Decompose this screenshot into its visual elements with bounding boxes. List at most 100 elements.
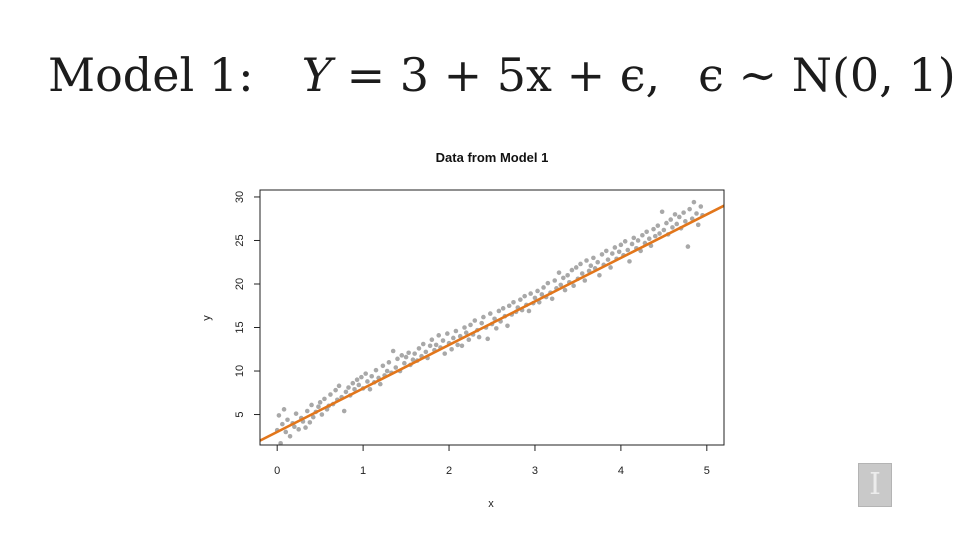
data-point xyxy=(386,360,392,365)
fit-line xyxy=(259,204,725,442)
data-point xyxy=(545,280,551,286)
data-point xyxy=(631,235,637,241)
data-point xyxy=(591,255,596,261)
data-point xyxy=(369,373,375,379)
data-point xyxy=(691,199,697,205)
data-point xyxy=(363,371,368,376)
data-point xyxy=(476,334,482,340)
data-point xyxy=(328,392,333,397)
data-point xyxy=(293,411,299,416)
data-point xyxy=(627,259,632,264)
data-point xyxy=(681,210,686,215)
data-point xyxy=(433,342,439,348)
data-point xyxy=(694,211,699,216)
data-point xyxy=(373,367,379,373)
data-point xyxy=(336,383,342,389)
data-point xyxy=(651,226,656,232)
data-point xyxy=(571,283,576,289)
data-point xyxy=(287,433,293,439)
data-point xyxy=(535,288,540,294)
data-point xyxy=(466,337,472,342)
data-point xyxy=(455,342,460,348)
data-point xyxy=(445,331,450,336)
data-point xyxy=(558,282,564,288)
data-point xyxy=(429,337,435,342)
data-point xyxy=(565,272,570,278)
data-point xyxy=(672,212,678,217)
data-point xyxy=(436,333,442,338)
data-point xyxy=(573,265,579,270)
data-point xyxy=(412,351,417,356)
data-point xyxy=(296,427,301,432)
data-point xyxy=(668,217,674,222)
data-point xyxy=(390,348,396,354)
data-point xyxy=(629,241,635,247)
data-point xyxy=(352,387,357,392)
data-point xyxy=(618,242,624,248)
data-point xyxy=(481,314,486,320)
data-point xyxy=(317,400,323,405)
equation-rhs: = 3 + 5x + ϵ, xyxy=(346,48,661,102)
data-point xyxy=(522,293,527,299)
data-point xyxy=(309,402,314,408)
data-point xyxy=(354,377,360,383)
data-point xyxy=(584,258,589,263)
data-point xyxy=(561,275,566,281)
data-point xyxy=(276,413,282,418)
data-point xyxy=(449,346,454,352)
data-point xyxy=(399,353,405,358)
data-point xyxy=(281,407,287,412)
data-point xyxy=(612,245,618,250)
data-point xyxy=(463,330,469,336)
equation-lhs: Y xyxy=(301,48,332,102)
y-tick-label: 20 xyxy=(234,278,246,290)
x-tick-label: 0 xyxy=(274,465,280,477)
x-tick-label: 1 xyxy=(360,465,366,477)
data-point xyxy=(635,238,641,243)
y-axis: 5 10 15 20 25 30 xyxy=(234,191,261,418)
data-point xyxy=(359,374,364,380)
data-point xyxy=(683,219,688,224)
data-point xyxy=(410,357,416,363)
data-point xyxy=(283,429,289,435)
data-point xyxy=(595,259,600,265)
data-point xyxy=(609,251,615,256)
data-point xyxy=(674,221,680,227)
data-point xyxy=(539,292,545,297)
data-point xyxy=(395,356,400,362)
data-point xyxy=(365,379,370,384)
data-point xyxy=(659,209,665,215)
data-point xyxy=(367,387,373,392)
data-point xyxy=(597,272,602,278)
data-point xyxy=(384,368,390,374)
data-point xyxy=(377,381,383,387)
data-point xyxy=(518,297,523,302)
data-point xyxy=(562,287,568,293)
data-point xyxy=(423,349,429,355)
data-point xyxy=(664,220,669,226)
data-point xyxy=(625,247,631,253)
data-point xyxy=(393,365,399,370)
data-point xyxy=(485,336,491,342)
data-point xyxy=(322,396,327,402)
data-point xyxy=(640,232,645,238)
data-point xyxy=(588,263,594,269)
x-axis: 0 1 2 3 4 5 xyxy=(274,444,710,477)
data-point xyxy=(341,408,347,414)
data-point xyxy=(695,222,701,228)
data-point xyxy=(646,236,652,242)
data-point xyxy=(416,346,422,351)
data-point xyxy=(511,299,516,305)
y-axis-label: y xyxy=(201,315,213,321)
data-point xyxy=(644,229,649,235)
data-point xyxy=(657,231,662,236)
data-point xyxy=(472,318,478,323)
points-layer xyxy=(274,199,705,446)
data-point xyxy=(307,420,313,425)
data-point xyxy=(528,291,533,296)
data-point xyxy=(319,412,325,417)
data-point xyxy=(582,278,588,283)
data-point xyxy=(552,278,558,283)
data-point xyxy=(603,248,609,254)
